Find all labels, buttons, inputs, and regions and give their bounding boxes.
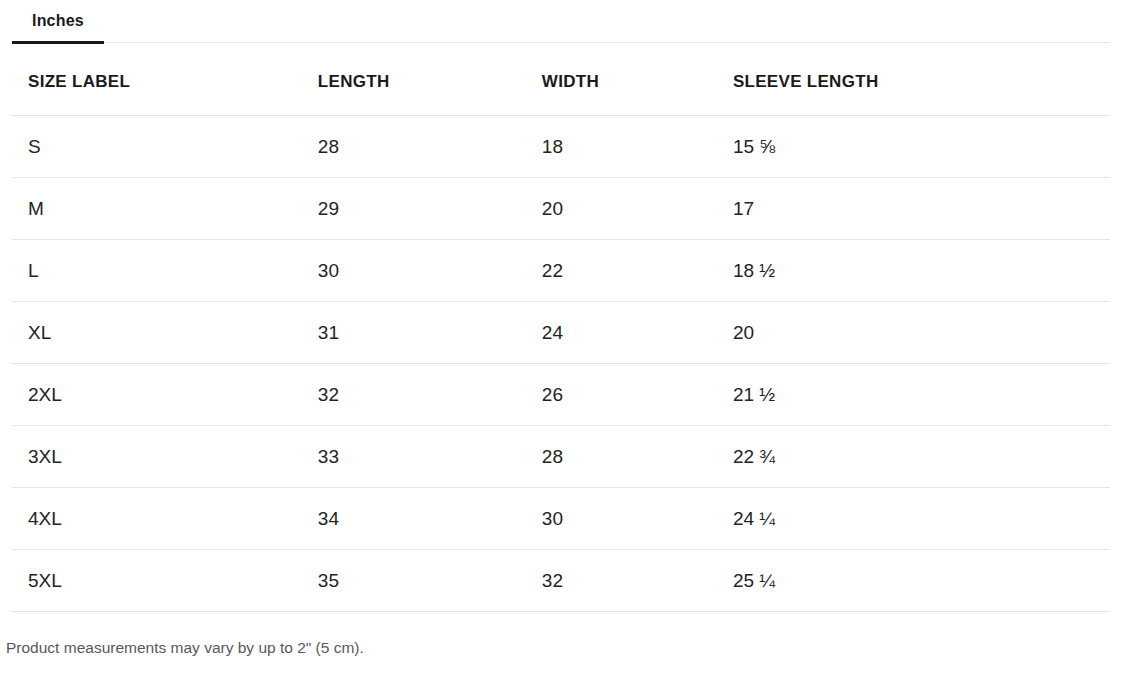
- cell-size-label: 3XL: [12, 426, 302, 488]
- unit-tab-bar: Inches: [12, 0, 1110, 43]
- table-row: L 30 22 18 ½: [12, 240, 1110, 302]
- cell-length: 35: [302, 550, 526, 612]
- table-row: 4XL 34 30 24 ¼: [12, 488, 1110, 550]
- cell-width: 28: [526, 426, 717, 488]
- cell-width: 20: [526, 178, 717, 240]
- cell-width: 30: [526, 488, 717, 550]
- table-row: 2XL 32 26 21 ½: [12, 364, 1110, 426]
- cell-length: 33: [302, 426, 526, 488]
- tab-inches[interactable]: Inches: [12, 0, 104, 44]
- cell-length: 34: [302, 488, 526, 550]
- table-header-row: SIZE LABEL LENGTH WIDTH SLEEVE LENGTH: [12, 43, 1110, 116]
- cell-sleeve-length: 22 ¾: [717, 426, 1110, 488]
- table-row: XL 31 24 20: [12, 302, 1110, 364]
- cell-sleeve-length: 21 ½: [717, 364, 1110, 426]
- cell-length: 32: [302, 364, 526, 426]
- cell-size-label: 2XL: [12, 364, 302, 426]
- size-chart-table: SIZE LABEL LENGTH WIDTH SLEEVE LENGTH S …: [12, 43, 1110, 612]
- cell-width: 22: [526, 240, 717, 302]
- cell-size-label: L: [12, 240, 302, 302]
- table-row: 3XL 33 28 22 ¾: [12, 426, 1110, 488]
- cell-size-label: S: [12, 116, 302, 178]
- cell-length: 30: [302, 240, 526, 302]
- column-header-length: LENGTH: [302, 43, 526, 116]
- cell-size-label: M: [12, 178, 302, 240]
- cell-length: 31: [302, 302, 526, 364]
- cell-length: 28: [302, 116, 526, 178]
- cell-sleeve-length: 25 ¼: [717, 550, 1110, 612]
- cell-width: 24: [526, 302, 717, 364]
- column-header-sleeve-length: SLEEVE LENGTH: [717, 43, 1110, 116]
- cell-sleeve-length: 20: [717, 302, 1110, 364]
- cell-size-label: 4XL: [12, 488, 302, 550]
- cell-sleeve-length: 17: [717, 178, 1110, 240]
- column-header-size-label: SIZE LABEL: [12, 43, 302, 116]
- cell-width: 32: [526, 550, 717, 612]
- cell-sleeve-length: 18 ½: [717, 240, 1110, 302]
- table-row: S 28 18 15 ⅝: [12, 116, 1110, 178]
- cell-sleeve-length: 15 ⅝: [717, 116, 1110, 178]
- cell-size-label: 5XL: [12, 550, 302, 612]
- cell-size-label: XL: [12, 302, 302, 364]
- cell-width: 18: [526, 116, 717, 178]
- size-guide-panel: Inches SIZE LABEL LENGTH WIDTH SLEEVE LE…: [12, 0, 1110, 612]
- cell-sleeve-length: 24 ¼: [717, 488, 1110, 550]
- table-row: M 29 20 17: [12, 178, 1110, 240]
- cell-width: 26: [526, 364, 717, 426]
- table-row: 5XL 35 32 25 ¼: [12, 550, 1110, 612]
- measurement-disclaimer: Product measurements may vary by up to 2…: [6, 638, 1119, 658]
- column-header-width: WIDTH: [526, 43, 717, 116]
- cell-length: 29: [302, 178, 526, 240]
